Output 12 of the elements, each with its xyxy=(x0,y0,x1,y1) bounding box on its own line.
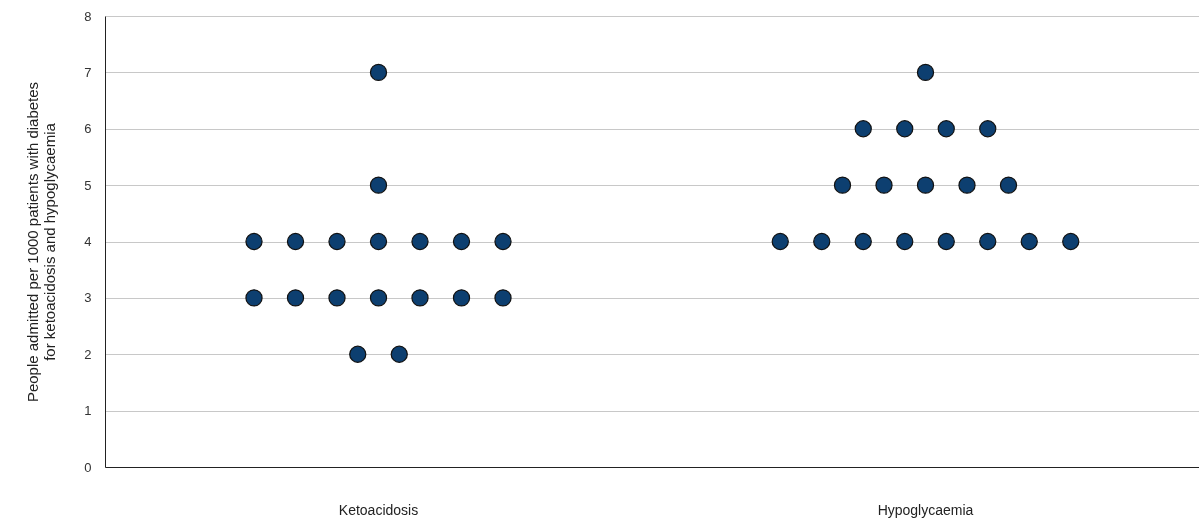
y-tick-label: 0 xyxy=(84,459,92,475)
y-tick-label: 3 xyxy=(84,290,92,306)
y-tick-label: 7 xyxy=(84,64,92,80)
x-tick-label: Hypoglycaemia xyxy=(877,501,974,518)
y-tick-label: 8 xyxy=(84,8,92,24)
y-tick-label: 4 xyxy=(84,234,92,249)
y-tick-label: 5 xyxy=(84,177,92,193)
x-tick-label: Ketoacidosis xyxy=(338,501,419,518)
y-tick-label: 6 xyxy=(84,121,92,137)
y-tick-label: 2 xyxy=(84,346,92,362)
y-axis-title: People admitted per 1000 patients with diabetes for ketoacidosis and hypoglycaemia xyxy=(24,81,59,403)
y-tick-label: 1 xyxy=(84,403,92,419)
